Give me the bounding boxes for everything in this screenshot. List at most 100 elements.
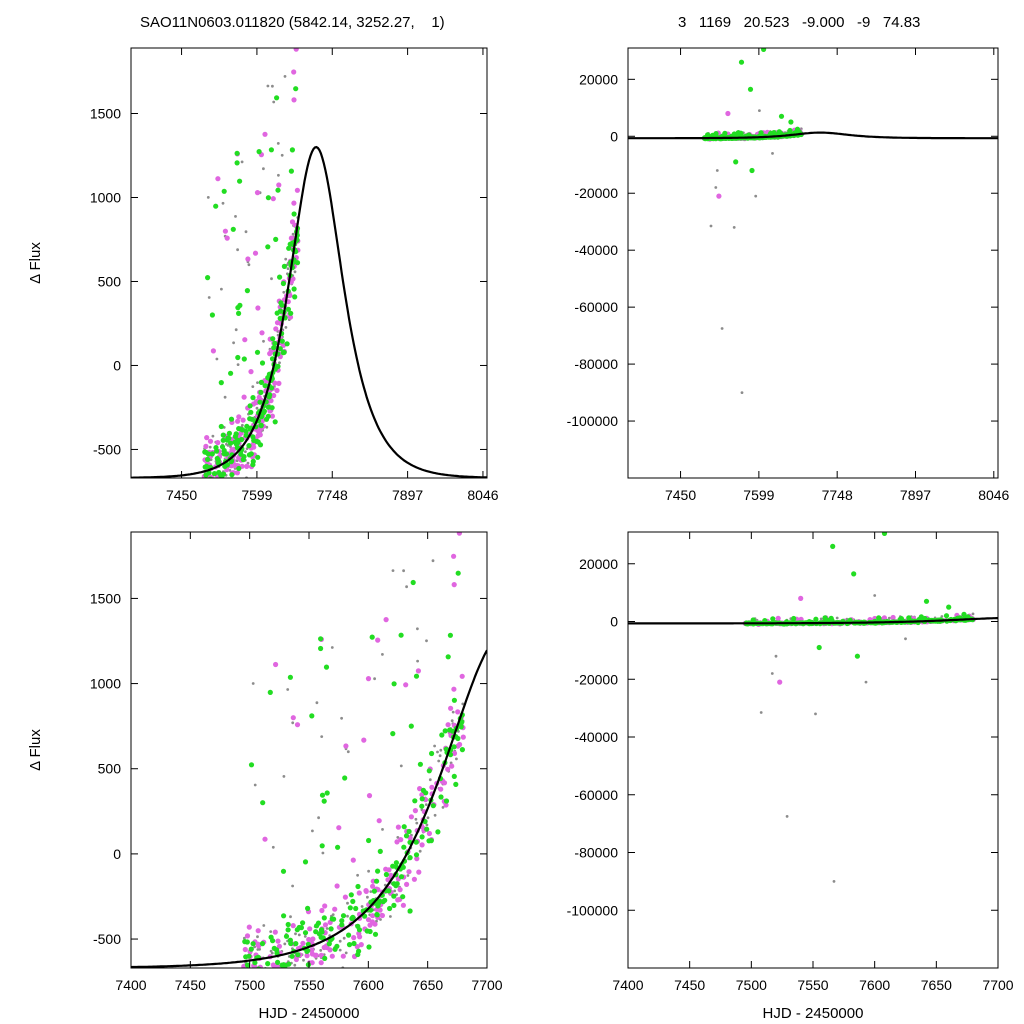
y-tick-label: -500 — [93, 441, 121, 457]
data-point-green — [876, 615, 882, 621]
data-point-magenta — [273, 661, 279, 668]
data-point-magenta — [451, 750, 458, 757]
data-point-green — [241, 356, 247, 362]
x-tick-label: 7599 — [743, 487, 774, 503]
data-point-green — [283, 933, 290, 939]
data-point-green — [204, 463, 210, 469]
data-point-gray — [283, 942, 287, 946]
data-point-gray — [283, 75, 287, 78]
data-point-magenta — [438, 786, 444, 792]
data-point-green — [211, 471, 218, 477]
x-tick-label: 7700 — [982, 977, 1013, 993]
data-point-gray — [396, 836, 400, 839]
data-point-green — [390, 731, 396, 737]
data-point-green — [401, 844, 407, 850]
data-point-magenta — [203, 443, 209, 449]
data-point-gray — [253, 783, 257, 787]
data-point-gray — [207, 296, 211, 299]
data-point-green — [285, 306, 291, 312]
data-point-magenta — [288, 235, 294, 241]
x-tick-label: 7599 — [241, 487, 272, 503]
data-point-magenta — [307, 926, 313, 932]
data-point-green — [215, 457, 221, 463]
data-point-gray — [461, 702, 465, 706]
data-point-magenta — [358, 942, 364, 948]
data-point-green — [284, 341, 290, 347]
data-point-green — [218, 472, 224, 478]
data-point-magenta — [414, 856, 420, 862]
data-point-green — [413, 839, 419, 845]
data-point-magenta — [304, 953, 310, 959]
data-point-magenta — [241, 394, 247, 400]
data-point-magenta — [343, 743, 349, 749]
data-point-gray — [244, 450, 247, 453]
data-point-green — [251, 437, 257, 443]
data-point-magenta — [204, 479, 209, 484]
data-point-magenta — [400, 902, 406, 908]
data-point-green — [443, 798, 450, 804]
data-point-magenta — [415, 668, 421, 674]
x-tick-label: 7897 — [392, 487, 423, 503]
data-point-green — [277, 315, 283, 321]
data-point-gray — [236, 248, 240, 252]
x-tick-label: 8046 — [978, 487, 1009, 503]
data-point-magenta — [287, 314, 294, 320]
data-point-magenta — [269, 413, 275, 419]
x-tick-label: 7500 — [736, 977, 767, 993]
data-point-magenta — [403, 682, 409, 688]
data-point-green — [250, 941, 256, 947]
y-tick-label: 0 — [610, 614, 618, 630]
data-point-magenta — [451, 686, 457, 692]
data-point-gray — [256, 381, 259, 384]
x-axis-label: HJD - 2450000 — [763, 1005, 864, 1022]
data-point-gray — [366, 895, 369, 899]
data-point-gray — [431, 559, 435, 563]
data-point-green — [770, 616, 776, 622]
x-tick-label: 7450 — [175, 977, 206, 993]
data-point-green — [965, 614, 971, 620]
data-point-gray — [344, 951, 348, 955]
data-point-magenta — [272, 380, 278, 386]
data-point-green — [419, 803, 425, 809]
data-point-green — [791, 615, 797, 622]
data-point-green — [259, 941, 266, 947]
data-point-green — [408, 723, 414, 729]
data-point-green — [244, 288, 250, 294]
data-point-green — [256, 149, 262, 155]
data-point-magenta — [329, 953, 335, 959]
data-point-magenta — [235, 418, 241, 424]
data-point-green — [326, 941, 332, 947]
data-point-gray — [369, 890, 373, 893]
data-point-magenta — [412, 808, 418, 814]
data-point-magenta — [361, 737, 367, 743]
data-point-magenta — [245, 256, 251, 262]
data-point-magenta — [246, 924, 252, 930]
x-tick-label: 7600 — [859, 977, 890, 993]
data-point-green — [294, 260, 301, 266]
data-point-gray — [774, 654, 778, 658]
data-point-green — [267, 689, 273, 696]
data-point-green — [287, 674, 293, 680]
data-point-gray — [225, 442, 228, 446]
data-point-magenta — [294, 722, 301, 728]
data-point-magenta — [271, 392, 277, 399]
data-point-gray — [373, 677, 376, 681]
data-point-magenta — [247, 969, 252, 974]
model-curve — [628, 131, 998, 140]
data-point-green — [248, 762, 255, 768]
data-point-magenta — [318, 952, 324, 959]
data-point-green — [293, 86, 299, 92]
data-point-green — [445, 654, 451, 660]
data-point-magenta — [448, 705, 454, 711]
data-point-gray — [389, 915, 392, 918]
points-group — [701, 48, 805, 394]
data-point-gray — [262, 924, 266, 927]
data-point-green — [300, 920, 306, 926]
x-tick-label: 7450 — [166, 487, 197, 503]
data-point-gray — [785, 815, 789, 818]
data-point-gray — [754, 194, 758, 198]
data-point-green — [280, 868, 287, 874]
data-point-magenta — [460, 734, 466, 740]
data-point-magenta — [318, 960, 324, 966]
